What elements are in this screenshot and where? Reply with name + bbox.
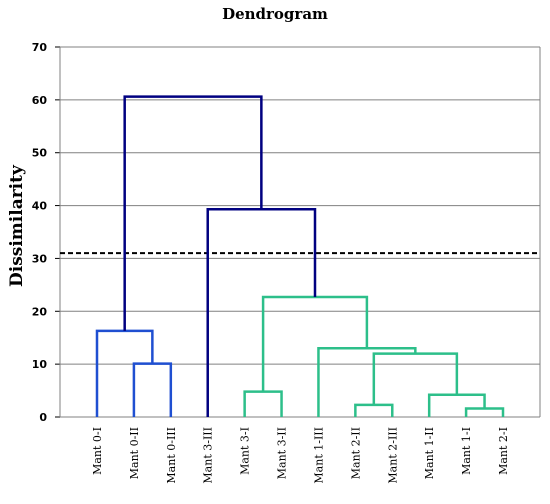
dendrogram-link [464, 407, 505, 417]
dendrogram-link [427, 393, 486, 417]
y-tick-label: 60 [32, 94, 48, 107]
link-path [427, 393, 486, 417]
dendrogram-link [354, 403, 394, 417]
dendrogram-link [206, 208, 317, 417]
y-tick-label: 70 [32, 41, 48, 54]
leaf-label: Mant 2-III [386, 427, 399, 484]
y-tick-label: 0 [39, 411, 47, 424]
link-path [243, 390, 283, 417]
leaf-label: Mant 0-II [128, 427, 141, 479]
leaf-label: Mant 3-I [239, 427, 252, 475]
link-path [95, 329, 154, 417]
y-tick-label: 30 [32, 252, 48, 265]
link-path [123, 95, 263, 331]
link-layer [95, 95, 505, 417]
dendrogram-link [317, 347, 417, 417]
leaf-label: Mant 3-III [202, 427, 215, 484]
label-layer: Mant 0-I Mant 0-II Mant 0-III Mant 3-III Man… [91, 427, 510, 484]
link-path [354, 403, 394, 417]
link-path [132, 362, 173, 417]
dendrogram-link [372, 352, 459, 405]
dendrogram-link [132, 362, 173, 417]
link-path [464, 407, 505, 417]
leaf-label: Mant 1-II [423, 427, 436, 479]
leaf-label: Mant 3-II [276, 427, 289, 479]
y-tick-label: 40 [32, 200, 48, 213]
leaf-label: Mant 0-I [91, 427, 104, 475]
link-path [206, 208, 317, 417]
leaf-label: Mant 1-III [312, 427, 325, 484]
leaf-label: Mant 1-I [460, 427, 473, 475]
leaf-label: Mant 2-II [349, 427, 362, 479]
dendrogram-link [243, 390, 283, 417]
link-path [317, 347, 417, 417]
dendrogram-link [123, 95, 263, 331]
y-tick-label: 50 [32, 147, 48, 160]
chart-title: Dendrogram [222, 5, 328, 23]
y-tick-label: 20 [32, 305, 48, 318]
leaf-label: Mant 0-III [165, 427, 178, 484]
grid-layer [60, 46, 540, 365]
link-path [372, 352, 459, 405]
dendrogram-link [95, 329, 154, 417]
axis-layer: 0 10 20 30 40 50 60 70 [32, 41, 541, 424]
y-tick-label: 10 [32, 358, 48, 371]
leaf-label: Mant 2-I [497, 427, 510, 475]
